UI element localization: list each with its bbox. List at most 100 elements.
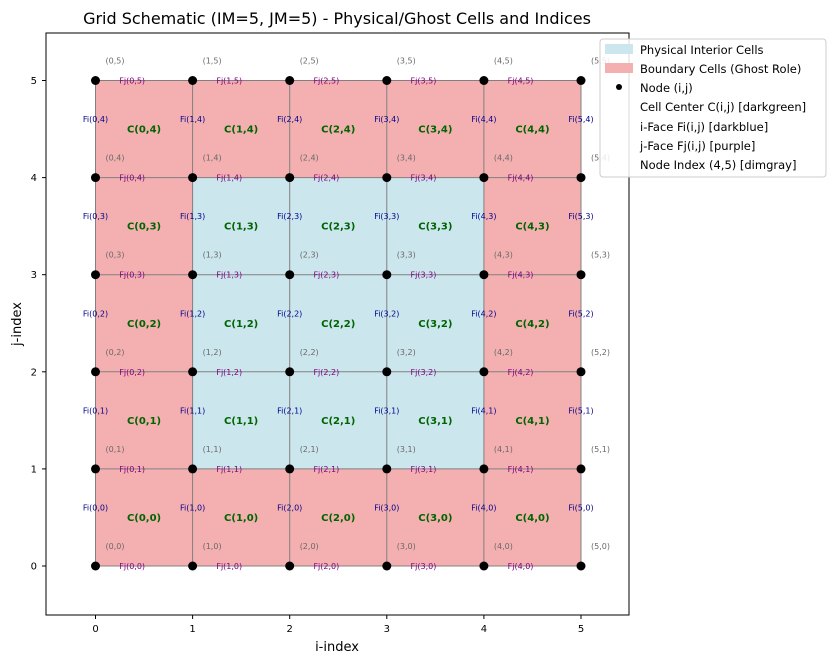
j-face-label: Fj(0,4) (119, 174, 145, 183)
cell-center-label: C(0,3) (127, 222, 161, 233)
node-label: (4,4) (494, 154, 513, 163)
i-face-label: Fi(3,4) (374, 115, 399, 124)
j-face-label: Fj(1,0) (216, 562, 242, 571)
x-tick-label: 1 (189, 624, 195, 635)
node-label: (4,3) (494, 251, 513, 260)
j-face-label: Fj(2,4) (313, 174, 339, 183)
node-marker (382, 561, 392, 571)
chart-title: Grid Schematic (IM=5, JM=5) - Physical/G… (83, 9, 591, 28)
cell-center-label: C(2,3) (321, 222, 355, 233)
node-label: (5,3) (591, 251, 610, 260)
y-axis-ticks: 0 1 2 3 4 5 (31, 76, 46, 573)
node-marker (479, 173, 489, 183)
node-label: (3,0) (397, 542, 416, 551)
node-marker (382, 367, 392, 377)
interior-cell (192, 274, 290, 372)
cell-center-label: C(0,0) (127, 513, 161, 524)
interior-cell (192, 177, 290, 275)
legend: Physical Interior Cells Boundary Cells (… (599, 38, 827, 178)
node-label: (0,1) (106, 445, 125, 454)
i-face-label: Fi(5,3) (568, 212, 593, 221)
j-face-label: Fj(0,0) (119, 562, 145, 571)
cell-center-label: C(4,4) (515, 125, 549, 136)
i-face-label: Fi(1,2) (180, 309, 205, 318)
interior-cell (386, 177, 484, 275)
node-label: (2,1) (300, 445, 319, 454)
boundary-cell (386, 80, 484, 178)
node-label: (1,1) (203, 445, 222, 454)
x-tick-label: 3 (384, 624, 390, 635)
interior-cell (386, 371, 484, 469)
node-marker (576, 367, 586, 377)
node-label: (2,4) (300, 154, 319, 163)
j-face-label: Fj(3,1) (411, 465, 437, 474)
legend-iface: i-Face Fi(i,j) [darkblue] (640, 120, 768, 134)
j-face-label: Fj(1,2) (216, 368, 242, 377)
node-label: (1,3) (203, 251, 222, 260)
labels-layer: (0,0) (1,0) (2,0) (3,0) (4,0) (5,0) (0,1) (1,1)… (83, 57, 610, 572)
node-label: (4,2) (494, 348, 513, 357)
node-label: (1,0) (203, 542, 222, 551)
legend-node: Node (i,j) (640, 81, 693, 95)
j-face-label: Fj(2,0) (313, 562, 339, 571)
legend-swatch-boundary (605, 63, 633, 73)
y-tick-label: 1 (31, 464, 37, 475)
node-marker (479, 270, 489, 280)
cell-center-label: C(4,0) (515, 513, 549, 524)
i-face-label: Fi(0,2) (83, 309, 108, 318)
node-marker (285, 76, 295, 85)
node-marker (188, 464, 198, 474)
i-face-label: Fi(0,0) (83, 503, 108, 512)
boundary-cell (483, 468, 581, 566)
boundary-cell (95, 177, 193, 275)
node-marker (576, 76, 586, 85)
cell-center-label: C(3,0) (418, 513, 452, 524)
node-label: (3,4) (397, 154, 416, 163)
node-label: (0,3) (106, 251, 125, 260)
i-face-label: Fi(1,0) (180, 503, 205, 512)
cell-center-label: C(3,3) (418, 222, 452, 233)
cell-center-label: C(0,4) (127, 125, 161, 136)
j-face-label: Fj(0,5) (119, 77, 145, 86)
node-label: (3,1) (397, 445, 416, 454)
interior-cell (289, 274, 387, 372)
x-axis-label: i-index (315, 640, 359, 655)
node-label: (0,2) (106, 348, 125, 357)
legend-boundary: Boundary Cells (Ghost Role) (640, 62, 801, 76)
i-face-label: Fi(4,1) (471, 406, 496, 415)
node-marker (188, 561, 198, 571)
j-face-label: Fj(2,3) (313, 271, 339, 280)
node-label: (0,0) (106, 542, 125, 551)
i-face-label: Fi(2,3) (277, 212, 302, 221)
node-marker (285, 270, 295, 280)
j-face-label: Fj(2,2) (313, 368, 339, 377)
i-face-label: Fi(1,1) (180, 406, 205, 415)
y-tick-label: 4 (31, 173, 37, 184)
node-marker (91, 173, 100, 183)
i-face-label: Fi(4,0) (471, 503, 496, 512)
interior-cell (386, 274, 484, 372)
j-face-label: Fj(3,0) (411, 562, 437, 571)
j-face-label: Fj(3,3) (411, 271, 437, 280)
y-tick-label: 2 (31, 367, 37, 378)
i-face-label: Fi(2,0) (277, 503, 302, 512)
node-label: (1,2) (203, 348, 222, 357)
node-marker (91, 270, 100, 280)
x-tick-label: 5 (578, 624, 584, 635)
node-label: (4,5) (494, 57, 513, 66)
grid-lines (95, 80, 582, 567)
legend-swatch-physical (605, 44, 633, 54)
node-marker (91, 367, 100, 377)
node-label: (0,5) (106, 57, 125, 66)
node-label: (3,3) (397, 251, 416, 260)
i-face-label: Fi(5,0) (568, 503, 593, 512)
node-label: (2,2) (300, 348, 319, 357)
i-face-label: Fi(1,4) (180, 115, 205, 124)
j-face-label: Fj(4,5) (508, 77, 534, 86)
j-face-label: Fj(3,2) (411, 368, 437, 377)
cell-center-label: C(1,2) (224, 319, 258, 330)
x-tick-label: 0 (92, 624, 98, 635)
i-face-label: Fi(2,2) (277, 309, 302, 318)
boundary-cell (483, 371, 581, 469)
node-marker (188, 173, 198, 183)
